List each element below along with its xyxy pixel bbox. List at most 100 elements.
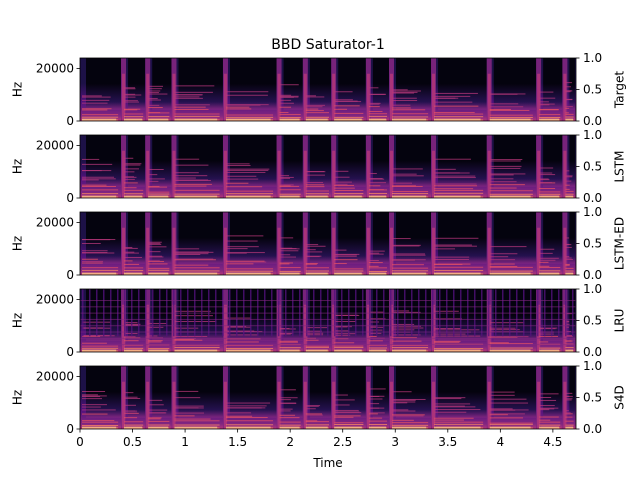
harmonic-streak xyxy=(174,183,212,185)
harmonic-streak xyxy=(174,412,205,414)
harmonic-streak xyxy=(334,399,355,401)
decay-region xyxy=(543,58,563,110)
harmonic-streak xyxy=(434,185,478,187)
harmonic-streak xyxy=(279,237,294,239)
fundamental-streak xyxy=(489,272,531,275)
harmonic-streak xyxy=(82,394,98,396)
harmonic-streak xyxy=(539,424,561,426)
fundamental-streak xyxy=(368,426,387,429)
harmonic-streak xyxy=(489,322,525,324)
harmonic-streak xyxy=(434,348,484,350)
harmonic-streak xyxy=(305,104,325,106)
harmonic-streak xyxy=(392,90,421,92)
onset-band-core xyxy=(432,381,436,429)
harmonic-streak xyxy=(225,165,251,167)
harmonic-streak xyxy=(124,333,138,335)
harmonic-streak xyxy=(565,176,573,178)
harmonic-streak xyxy=(225,163,250,165)
harmonic-streak xyxy=(334,112,364,114)
harmonic-streak xyxy=(174,397,201,399)
harmonic-streak xyxy=(82,395,107,397)
y-tick-label: 0 xyxy=(66,268,74,282)
harmonic-streak xyxy=(392,334,421,336)
harmonic-streak xyxy=(82,421,119,423)
decay-region xyxy=(438,58,487,110)
harmonic-streak xyxy=(225,116,274,118)
x-tick-label: 2 xyxy=(286,435,294,449)
harmonic-streak xyxy=(82,260,104,262)
onset-band-core xyxy=(146,73,150,121)
harmonic-streak xyxy=(334,91,353,93)
harmonic-streak xyxy=(279,94,292,96)
harmonic-streak xyxy=(305,251,323,253)
harmonic-streak xyxy=(489,398,527,400)
decay-region xyxy=(396,58,432,110)
decay-region xyxy=(372,212,389,264)
harmonic-streak xyxy=(392,92,415,94)
harmonic-streak xyxy=(279,184,294,186)
harmonic-streak xyxy=(124,176,134,178)
right-tick-label: 0.0 xyxy=(583,191,602,205)
harmonic-streak xyxy=(225,91,269,93)
harmonic-streak xyxy=(392,107,411,109)
harmonic-streak xyxy=(82,176,114,178)
fundamental-streak xyxy=(489,118,531,121)
harmonic-streak xyxy=(539,407,559,409)
harmonic-streak xyxy=(489,181,517,183)
harmonic-streak xyxy=(334,320,356,322)
harmonic-streak xyxy=(124,100,138,102)
artifact-band xyxy=(80,337,576,339)
harmonic-streak xyxy=(489,414,508,416)
decay-region xyxy=(309,135,332,187)
harmonic-streak xyxy=(368,252,380,254)
right-tick-label: 1.0 xyxy=(583,51,602,65)
harmonic-streak xyxy=(174,259,216,261)
fundamental-streak xyxy=(305,272,328,275)
harmonic-streak xyxy=(148,326,164,328)
onset-band-core xyxy=(563,304,567,352)
harmonic-streak xyxy=(434,237,479,239)
fundamental-streak xyxy=(539,118,560,121)
harmonic-streak xyxy=(174,405,204,407)
onset-band-core xyxy=(332,150,336,198)
harmonic-streak xyxy=(124,93,136,95)
fundamental-streak xyxy=(565,118,574,121)
harmonic-streak xyxy=(392,109,426,111)
harmonic-streak xyxy=(305,420,318,422)
harmonic-streak xyxy=(225,402,271,404)
harmonic-streak xyxy=(305,171,326,173)
harmonic-streak xyxy=(565,175,573,177)
onset-band-core xyxy=(303,381,307,429)
panel-lstm-ed: 0 20000 Hz 0.0 0.5 1.0 LSTM-ED xyxy=(11,205,627,282)
artifact-band xyxy=(80,318,576,320)
harmonic-streak xyxy=(279,397,298,399)
harmonic-streak xyxy=(434,189,484,191)
harmonic-streak xyxy=(565,343,574,345)
decay-region xyxy=(396,212,432,264)
harmonic-streak xyxy=(279,328,296,330)
harmonic-streak xyxy=(148,243,162,245)
harmonic-streak xyxy=(434,92,478,94)
harmonic-streak xyxy=(82,179,99,181)
harmonic-streak xyxy=(565,90,572,92)
onset-band-core xyxy=(563,227,567,275)
onset-band-core xyxy=(537,150,541,198)
harmonic-streak xyxy=(225,260,265,262)
fundamental-streak xyxy=(489,349,531,352)
harmonic-streak xyxy=(225,106,250,108)
decay-region xyxy=(152,212,172,264)
harmonic-streak xyxy=(305,267,329,269)
harmonic-streak xyxy=(225,347,274,349)
onset-band-core xyxy=(277,381,281,429)
harmonic-streak xyxy=(565,116,574,118)
harmonic-streak xyxy=(82,193,119,195)
harmonic-streak xyxy=(279,247,293,249)
onset-band-core xyxy=(537,73,541,121)
harmonic-streak xyxy=(565,330,572,332)
harmonic-streak xyxy=(124,404,136,406)
harmonic-streak xyxy=(82,163,113,165)
harmonic-streak xyxy=(539,416,559,418)
decay-region xyxy=(178,135,223,187)
fundamental-streak xyxy=(174,118,218,121)
harmonic-streak xyxy=(334,99,353,101)
